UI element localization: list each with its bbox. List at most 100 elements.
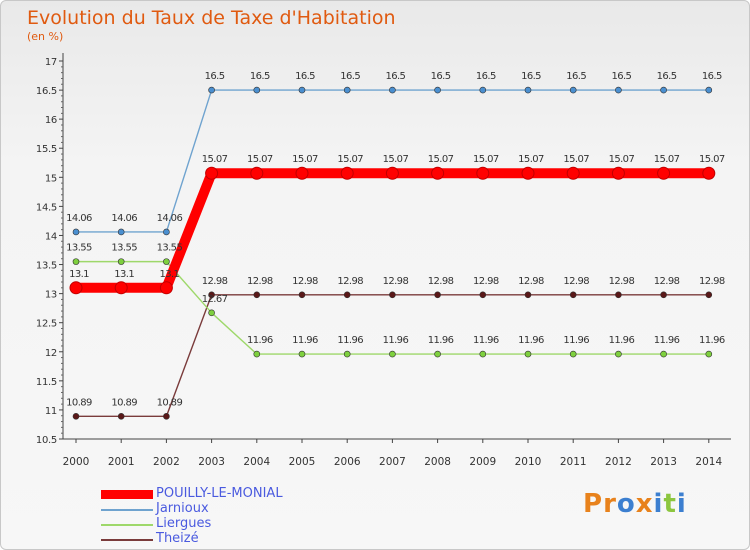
data-point bbox=[615, 350, 622, 358]
data-point bbox=[295, 166, 309, 180]
y-tick-label: 10.5 bbox=[36, 435, 57, 446]
data-label: 11.96 bbox=[428, 335, 454, 346]
data-point bbox=[524, 350, 532, 358]
data-point bbox=[660, 350, 667, 358]
data-point bbox=[431, 166, 445, 180]
y-tick-label: 14 bbox=[45, 231, 57, 242]
data-point bbox=[660, 291, 667, 299]
y-tick-label: 13 bbox=[45, 290, 57, 301]
data-point bbox=[479, 350, 487, 358]
data-point bbox=[389, 350, 396, 358]
data-point bbox=[69, 281, 83, 295]
data-point bbox=[163, 228, 170, 236]
data-label: 16.5 bbox=[340, 71, 360, 82]
data-point bbox=[705, 291, 713, 299]
legend-swatch bbox=[101, 509, 153, 511]
data-point bbox=[566, 166, 580, 180]
data-label: 13.55 bbox=[111, 243, 137, 254]
data-point bbox=[253, 350, 261, 358]
data-label: 15.07 bbox=[383, 154, 409, 165]
data-point bbox=[298, 350, 306, 358]
data-point bbox=[117, 258, 125, 265]
data-label: 13.55 bbox=[66, 243, 92, 254]
logo-letter: x bbox=[635, 489, 654, 519]
data-label: 15.07 bbox=[292, 154, 318, 165]
data-point bbox=[434, 350, 441, 358]
data-label: 13.55 bbox=[157, 243, 183, 254]
data-point bbox=[253, 86, 261, 94]
data-point bbox=[479, 86, 487, 94]
x-tick-label: 2010 bbox=[515, 456, 542, 468]
data-label: 15.07 bbox=[654, 154, 680, 165]
data-label: 10.89 bbox=[111, 397, 137, 408]
data-label: 13.1 bbox=[159, 269, 179, 280]
data-label: 16.5 bbox=[566, 71, 586, 82]
data-point bbox=[250, 166, 264, 180]
data-label: 12.98 bbox=[699, 276, 725, 287]
data-point bbox=[524, 86, 532, 94]
x-tick-label: 2007 bbox=[379, 456, 406, 468]
y-tick-label: 12.5 bbox=[36, 319, 57, 330]
data-point bbox=[385, 166, 399, 180]
data-label: 10.89 bbox=[66, 397, 92, 408]
legend-label: Jarnioux bbox=[156, 501, 209, 516]
data-label: 16.5 bbox=[250, 71, 270, 82]
y-tick-label: 16.5 bbox=[36, 86, 57, 97]
data-label: 15.07 bbox=[518, 154, 544, 165]
data-point bbox=[343, 86, 351, 94]
y-tick-label: 11 bbox=[45, 406, 57, 417]
data-label: 15.07 bbox=[473, 154, 499, 165]
y-tick-label: 15.5 bbox=[36, 144, 57, 155]
data-point bbox=[208, 291, 215, 299]
data-point bbox=[434, 86, 441, 94]
x-tick-label: 2013 bbox=[650, 456, 677, 468]
data-point bbox=[298, 86, 306, 94]
logo-letter: r bbox=[603, 489, 617, 519]
proxiti-logo: Proxiti bbox=[583, 489, 687, 519]
y-tick-label: 13.5 bbox=[36, 261, 57, 272]
data-label: 12.98 bbox=[383, 276, 409, 287]
data-point bbox=[163, 413, 170, 420]
data-point bbox=[615, 291, 622, 299]
data-point bbox=[521, 166, 535, 180]
data-label: 14.06 bbox=[66, 213, 92, 224]
data-label: 15.07 bbox=[428, 154, 454, 165]
data-label: 16.5 bbox=[295, 71, 315, 82]
x-tick-label: 2012 bbox=[605, 456, 632, 468]
data-label: 12.67 bbox=[202, 294, 228, 305]
data-point bbox=[253, 291, 261, 299]
legend-swatch bbox=[101, 539, 153, 541]
data-label: 12.98 bbox=[609, 276, 635, 287]
data-point bbox=[524, 291, 532, 299]
y-tick-label: 16 bbox=[45, 115, 57, 126]
y-tick-label: 12 bbox=[45, 348, 57, 359]
chart-subtitle: (en %) bbox=[27, 30, 64, 43]
data-point bbox=[660, 86, 667, 94]
data-point bbox=[389, 86, 396, 94]
legend-swatch bbox=[101, 524, 153, 526]
data-point bbox=[389, 291, 396, 299]
logo-letter: o bbox=[616, 489, 636, 519]
y-tick-label: 11.5 bbox=[36, 377, 57, 388]
data-point bbox=[702, 166, 716, 180]
data-point bbox=[72, 413, 80, 420]
x-tick-label: 2003 bbox=[198, 456, 225, 468]
data-label: 11.96 bbox=[518, 335, 544, 346]
data-label: 12.98 bbox=[202, 276, 228, 287]
y-tick-label: 15 bbox=[45, 173, 57, 184]
data-label: 11.96 bbox=[337, 335, 363, 346]
data-label: 12.98 bbox=[247, 276, 273, 287]
data-label: 16.5 bbox=[521, 71, 541, 82]
x-tick-label: 2008 bbox=[424, 456, 451, 468]
data-label: 11.96 bbox=[473, 335, 499, 346]
data-label: 14.06 bbox=[157, 213, 183, 224]
data-label: 16.5 bbox=[657, 71, 677, 82]
data-point bbox=[705, 350, 713, 358]
legend-label: Theizé bbox=[156, 531, 199, 546]
data-point bbox=[208, 86, 215, 94]
data-point bbox=[117, 228, 125, 236]
data-label: 12.98 bbox=[428, 276, 454, 287]
data-label: 15.07 bbox=[247, 154, 273, 165]
data-label: 11.96 bbox=[609, 335, 635, 346]
data-point bbox=[343, 350, 351, 358]
